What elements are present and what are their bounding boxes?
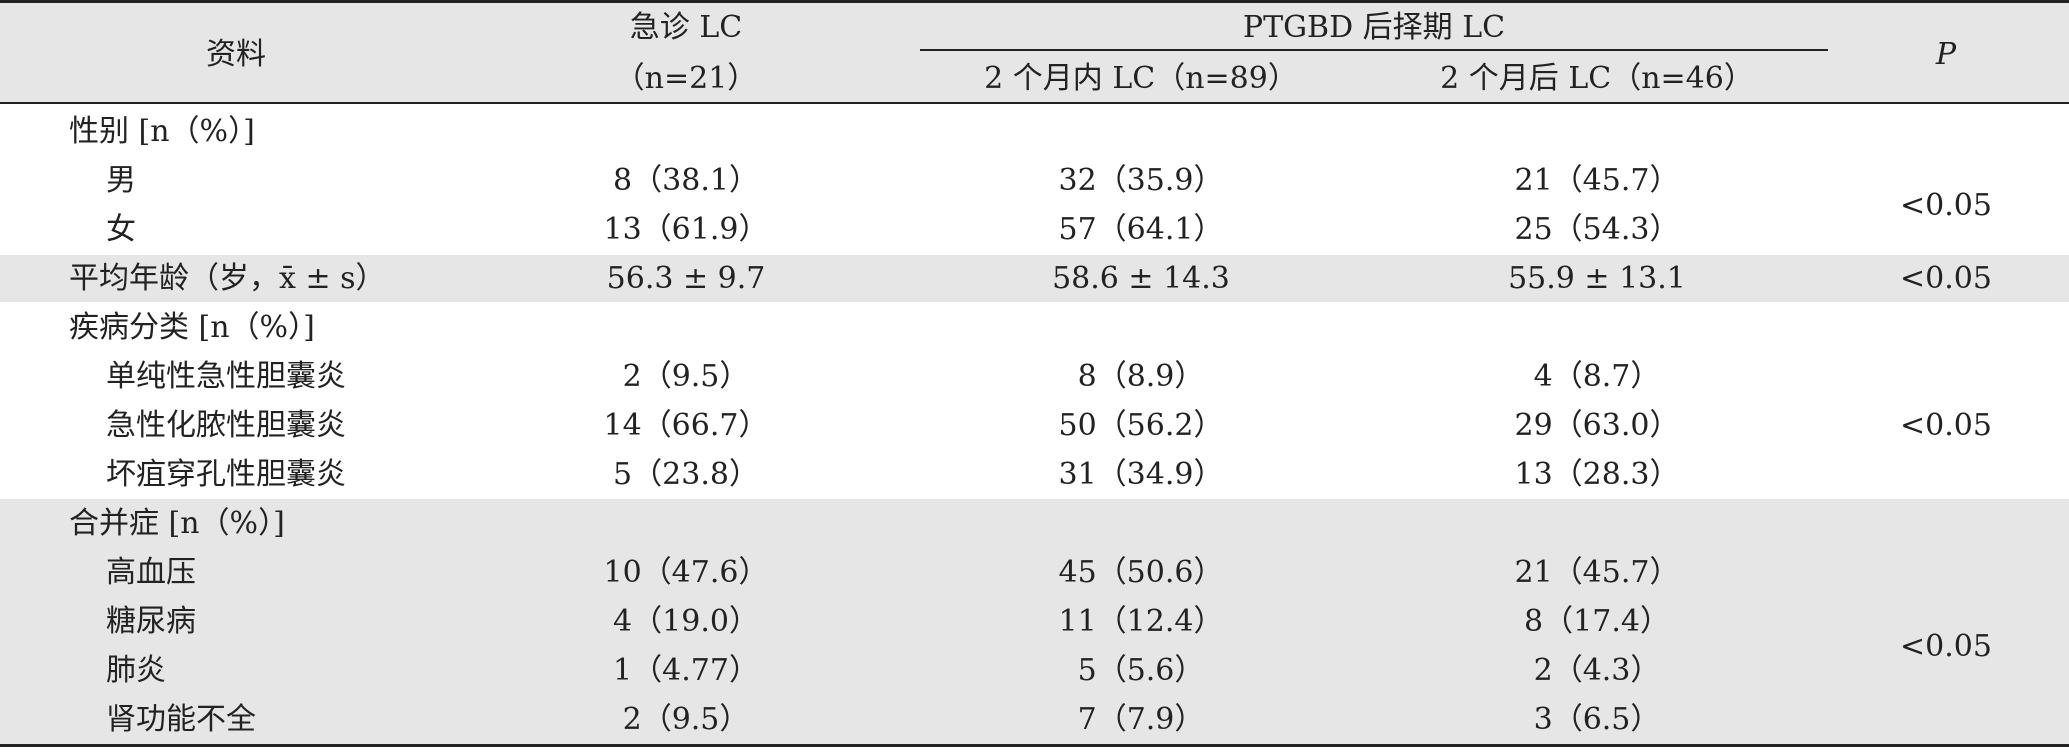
cell: 11（12.4） — [1058, 604, 1224, 639]
cell: 55.9 ± 13.1 — [1508, 261, 1686, 296]
header-cell: P — [1935, 37, 1957, 72]
cell: 58.6 ± 14.3 — [1052, 261, 1230, 296]
cell: 8（17.4） — [1524, 604, 1670, 639]
cell: 14（66.7） — [603, 408, 769, 443]
cell: 21（45.7） — [1514, 163, 1680, 198]
header-cell: 2 个月内 LC（n=89） — [984, 61, 1298, 96]
row-label: 疾病分类 [n（%）] — [69, 310, 315, 345]
cell: 31（34.9） — [1058, 457, 1224, 492]
cell: 25（54.3） — [1514, 212, 1680, 247]
header-cell: （n=21） — [614, 61, 758, 96]
header-cell: 2 个月后 LC（n=46） — [1440, 61, 1754, 96]
cell: 10（47.6） — [603, 555, 769, 590]
p-value: <0.05 — [1900, 408, 1992, 443]
cell: 1（4.77） — [613, 653, 759, 688]
cell: 3（6.5） — [1533, 702, 1661, 737]
row-label: 男 — [106, 163, 136, 198]
header-cell: 资料 — [206, 37, 266, 72]
cell: 7（7.9） — [1077, 702, 1205, 737]
p-value: <0.05 — [1900, 261, 1992, 296]
header-cell: PTGBD 后择期 LC — [1242, 10, 1506, 45]
row-label: 肺炎 — [106, 653, 166, 688]
cell: 45（50.6） — [1058, 555, 1224, 590]
cell: 4（8.7） — [1533, 359, 1661, 394]
group-rule — [920, 49, 1828, 51]
cell: 8（8.9） — [1077, 359, 1205, 394]
row-label: 急性化脓性胆囊炎 — [106, 408, 346, 443]
row-label: 高血压 — [106, 555, 196, 590]
row-label: 平均年龄（岁，x̄ ± s） — [69, 261, 386, 296]
row-label: 糖尿病 — [106, 604, 196, 639]
header-band — [0, 0, 2069, 103]
cell: 2（9.5） — [622, 702, 750, 737]
cell: 29（63.0） — [1514, 408, 1680, 443]
row-band — [0, 499, 2069, 746]
cell: 57（64.1） — [1058, 212, 1224, 247]
p-value: <0.05 — [1900, 187, 1992, 223]
cell: 21（45.7） — [1514, 555, 1680, 590]
top-rule — [0, 0, 2069, 3]
row-band — [0, 255, 2069, 302]
row-label: 肾功能不全 — [106, 702, 256, 737]
cell: 2（4.3） — [1533, 653, 1661, 688]
p-value: <0.05 — [1900, 628, 1992, 664]
cell: 5（23.8） — [613, 457, 759, 492]
row-label: 单纯性急性胆囊炎 — [106, 359, 346, 394]
cell: 56.3 ± 9.7 — [606, 261, 766, 296]
cell: 13（61.9） — [603, 212, 769, 247]
cell: 13（28.3） — [1514, 457, 1680, 492]
row-label: 性别 [n（%）] — [69, 114, 255, 149]
cell: 8（38.1） — [613, 163, 759, 198]
cell: 50（56.2） — [1058, 408, 1224, 443]
header-cell: 急诊 LC — [629, 10, 743, 45]
bottom-rule — [0, 744, 2069, 747]
cell: 5（5.6） — [1077, 653, 1205, 688]
row-label: 合并症 [n（%）] — [69, 506, 285, 541]
row-label: 坏疽穿孔性胆囊炎 — [106, 457, 346, 492]
header-rule — [0, 102, 2069, 104]
cell: 4（19.0） — [613, 604, 759, 639]
row-label: 女 — [106, 212, 136, 247]
cell: 2（9.5） — [622, 359, 750, 394]
cell: 32（35.9） — [1058, 163, 1224, 198]
